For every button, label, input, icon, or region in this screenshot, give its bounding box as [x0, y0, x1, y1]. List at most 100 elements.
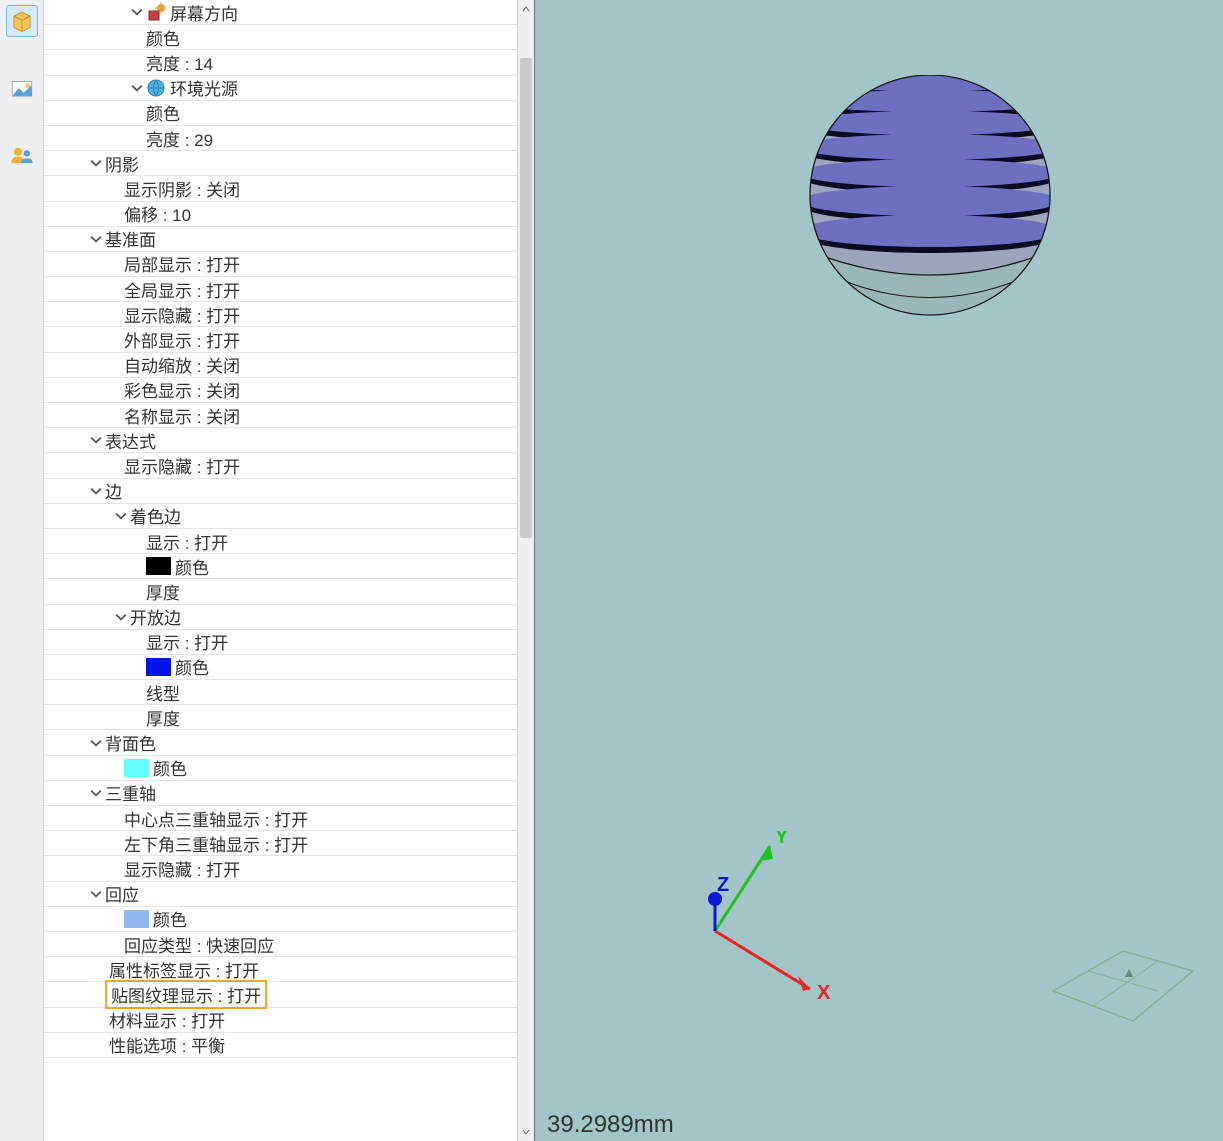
tree-row-open-edge[interactable]: 开放边: [44, 605, 517, 630]
tree-label: 亮度 : 14: [146, 50, 213, 75]
tree-row-triad-center[interactable]: 中心点三重轴显示 : 打开: [44, 806, 517, 831]
tree-label: 颜色: [153, 755, 187, 780]
chevron-down-icon: [130, 81, 144, 95]
tree-row-perf-option[interactable]: 性能选项 : 平衡: [44, 1033, 517, 1058]
svg-text:X: X: [817, 982, 831, 1004]
tree-row-shadow[interactable]: 阴影: [44, 151, 517, 176]
tree-label: 表达式: [105, 428, 156, 453]
tree-row-shaded-show[interactable]: 显示 : 打开: [44, 529, 517, 554]
tree-label: 开放边: [130, 604, 181, 629]
tree-row-shadow-offset[interactable]: 偏移 : 10: [44, 202, 517, 227]
tree-row-response[interactable]: 回应: [44, 882, 517, 907]
box-tool-button[interactable]: [6, 5, 38, 37]
tree-label: 显示阴影 : 关闭: [124, 176, 240, 201]
tree-row-screen-brightness[interactable]: 亮度 : 14: [44, 50, 517, 75]
tree-row-triad-lowerleft[interactable]: 左下角三重轴显示 : 打开: [44, 831, 517, 856]
tree-row-triad[interactable]: 三重轴: [44, 781, 517, 806]
chevron-down-icon: [114, 509, 128, 523]
tree-label: 亮度 : 29: [146, 126, 213, 151]
tree-row-datum-colored[interactable]: 彩色显示 : 关闭: [44, 378, 517, 403]
tree-row-ambient-light[interactable]: 环境光源: [44, 76, 517, 101]
tree-row-datum-hidden[interactable]: 显示隐藏 : 打开: [44, 302, 517, 327]
color-swatch: [124, 759, 149, 777]
panel-scrollbar[interactable]: [517, 0, 534, 1141]
chevron-down-icon: [89, 232, 103, 246]
tree-label: 显示隐藏 : 打开: [124, 302, 240, 327]
tree-row-datum-global[interactable]: 全局显示 : 打开: [44, 277, 517, 302]
scroll-up-icon[interactable]: [518, 0, 534, 18]
svg-text:Z: Z: [717, 874, 729, 896]
tree-label: 颜色: [175, 654, 209, 679]
tree-row-shadow-show[interactable]: 显示阴影 : 关闭: [44, 176, 517, 201]
tree-row-texture-disp[interactable]: 贴图纹理显示 : 打开: [44, 982, 517, 1007]
tree-row-backface[interactable]: 背面色: [44, 730, 517, 755]
tree-row-open-show[interactable]: 显示 : 打开: [44, 630, 517, 655]
tree-row-ambient-brightness[interactable]: 亮度 : 29: [44, 126, 517, 151]
tree-label: 局部显示 : 打开: [124, 251, 240, 276]
tree-label: 回应类型 : 快速回应: [124, 932, 274, 957]
tree-label: 属性标签显示 : 打开: [109, 957, 259, 982]
picture-icon: [9, 75, 35, 101]
users-tool-button[interactable]: [6, 139, 38, 171]
tree-row-open-thick[interactable]: 厚度: [44, 705, 517, 730]
tree-row-response-type[interactable]: 回应类型 : 快速回应: [44, 932, 517, 957]
color-swatch: [146, 658, 171, 676]
tree-row-open-line[interactable]: 线型: [44, 680, 517, 705]
tree-row-open-color[interactable]: 颜色: [44, 655, 517, 680]
tree-row-datum-external[interactable]: 外部显示 : 打开: [44, 327, 517, 352]
scroll-thumb[interactable]: [520, 58, 532, 538]
color-swatch: [124, 910, 149, 928]
tree-row-shaded-edge[interactable]: 着色边: [44, 504, 517, 529]
tree-label: 左下角三重轴显示 : 打开: [124, 831, 308, 856]
tree-label: 偏移 : 10: [124, 201, 191, 226]
viewport-3d[interactable]: X Y Z 39.2989mm: [534, 0, 1223, 1141]
tree-label: 材料显示 : 打开: [109, 1007, 225, 1032]
tree-label: 显示隐藏 : 打开: [124, 453, 240, 478]
tree-row-triad-hidden[interactable]: 显示隐藏 : 打开: [44, 856, 517, 881]
color-swatch: [146, 557, 171, 575]
tree-row-datum-local[interactable]: 局部显示 : 打开: [44, 252, 517, 277]
model-3d-icon: [805, 75, 1055, 335]
tree-label: 三重轴: [105, 780, 156, 805]
tree-row-screen-color[interactable]: 颜色: [44, 25, 517, 50]
tree-label: 着色边: [130, 503, 181, 528]
tree-label: 显示隐藏 : 打开: [124, 856, 240, 881]
chevron-down-icon: [130, 5, 144, 19]
tree-label: 屏幕方向: [170, 0, 238, 25]
tree-row-datum[interactable]: 基准面: [44, 227, 517, 252]
tree-row-material-disp[interactable]: 材料显示 : 打开: [44, 1008, 517, 1033]
tree-row-ambient-color[interactable]: 颜色: [44, 101, 517, 126]
tree-row-screen-orientation[interactable]: 屏幕方向: [44, 0, 517, 25]
chevron-down-icon: [89, 156, 103, 170]
tree-row-expression[interactable]: 表达式: [44, 428, 517, 453]
tree-label: 彩色显示 : 关闭: [124, 377, 240, 402]
tree-row-response-color[interactable]: 颜色: [44, 907, 517, 932]
tree-row-edge[interactable]: 边: [44, 479, 517, 504]
tree-label: 边: [105, 478, 122, 503]
ground-grid-icon: [1043, 931, 1193, 1061]
tree-label: 全局显示 : 打开: [124, 277, 240, 302]
scroll-track[interactable]: [518, 18, 534, 1123]
chevron-down-icon: [89, 786, 103, 800]
tree-row-shaded-color[interactable]: 颜色: [44, 554, 517, 579]
people-icon: [9, 142, 35, 168]
scroll-down-icon[interactable]: [518, 1123, 534, 1141]
tree-label: 颜色: [146, 100, 180, 125]
image-tool-button[interactable]: [6, 72, 38, 104]
tree-row-datum-name[interactable]: 名称显示 : 关闭: [44, 403, 517, 428]
tree-row-shaded-thick[interactable]: 厚度: [44, 579, 517, 604]
tree-label: 基准面: [105, 226, 156, 251]
tree-label: 性能选项 : 平衡: [109, 1032, 225, 1057]
property-tree[interactable]: 屏幕方向 颜色 亮度 : 14 环境光源 颜色 亮度 : 29 阴影 显示阴影 …: [44, 0, 517, 1141]
tree-row-attr-label[interactable]: 属性标签显示 : 打开: [44, 957, 517, 982]
properties-panel: 屏幕方向 颜色 亮度 : 14 环境光源 颜色 亮度 : 29 阴影 显示阴影 …: [44, 0, 534, 1141]
tree-row-backface-color[interactable]: 颜色: [44, 756, 517, 781]
side-toolbar: [0, 0, 44, 1141]
tree-label: 名称显示 : 关闭: [124, 403, 240, 428]
tree-row-datum-autozoom[interactable]: 自动缩放 : 关闭: [44, 353, 517, 378]
tree-label: 颜色: [175, 554, 209, 579]
axis-triad-icon: X Y Z: [665, 831, 835, 1011]
tree-row-expr-hidden[interactable]: 显示隐藏 : 打开: [44, 453, 517, 478]
tree-label: 厚度: [146, 579, 180, 604]
tree-label: 背面色: [105, 730, 156, 755]
